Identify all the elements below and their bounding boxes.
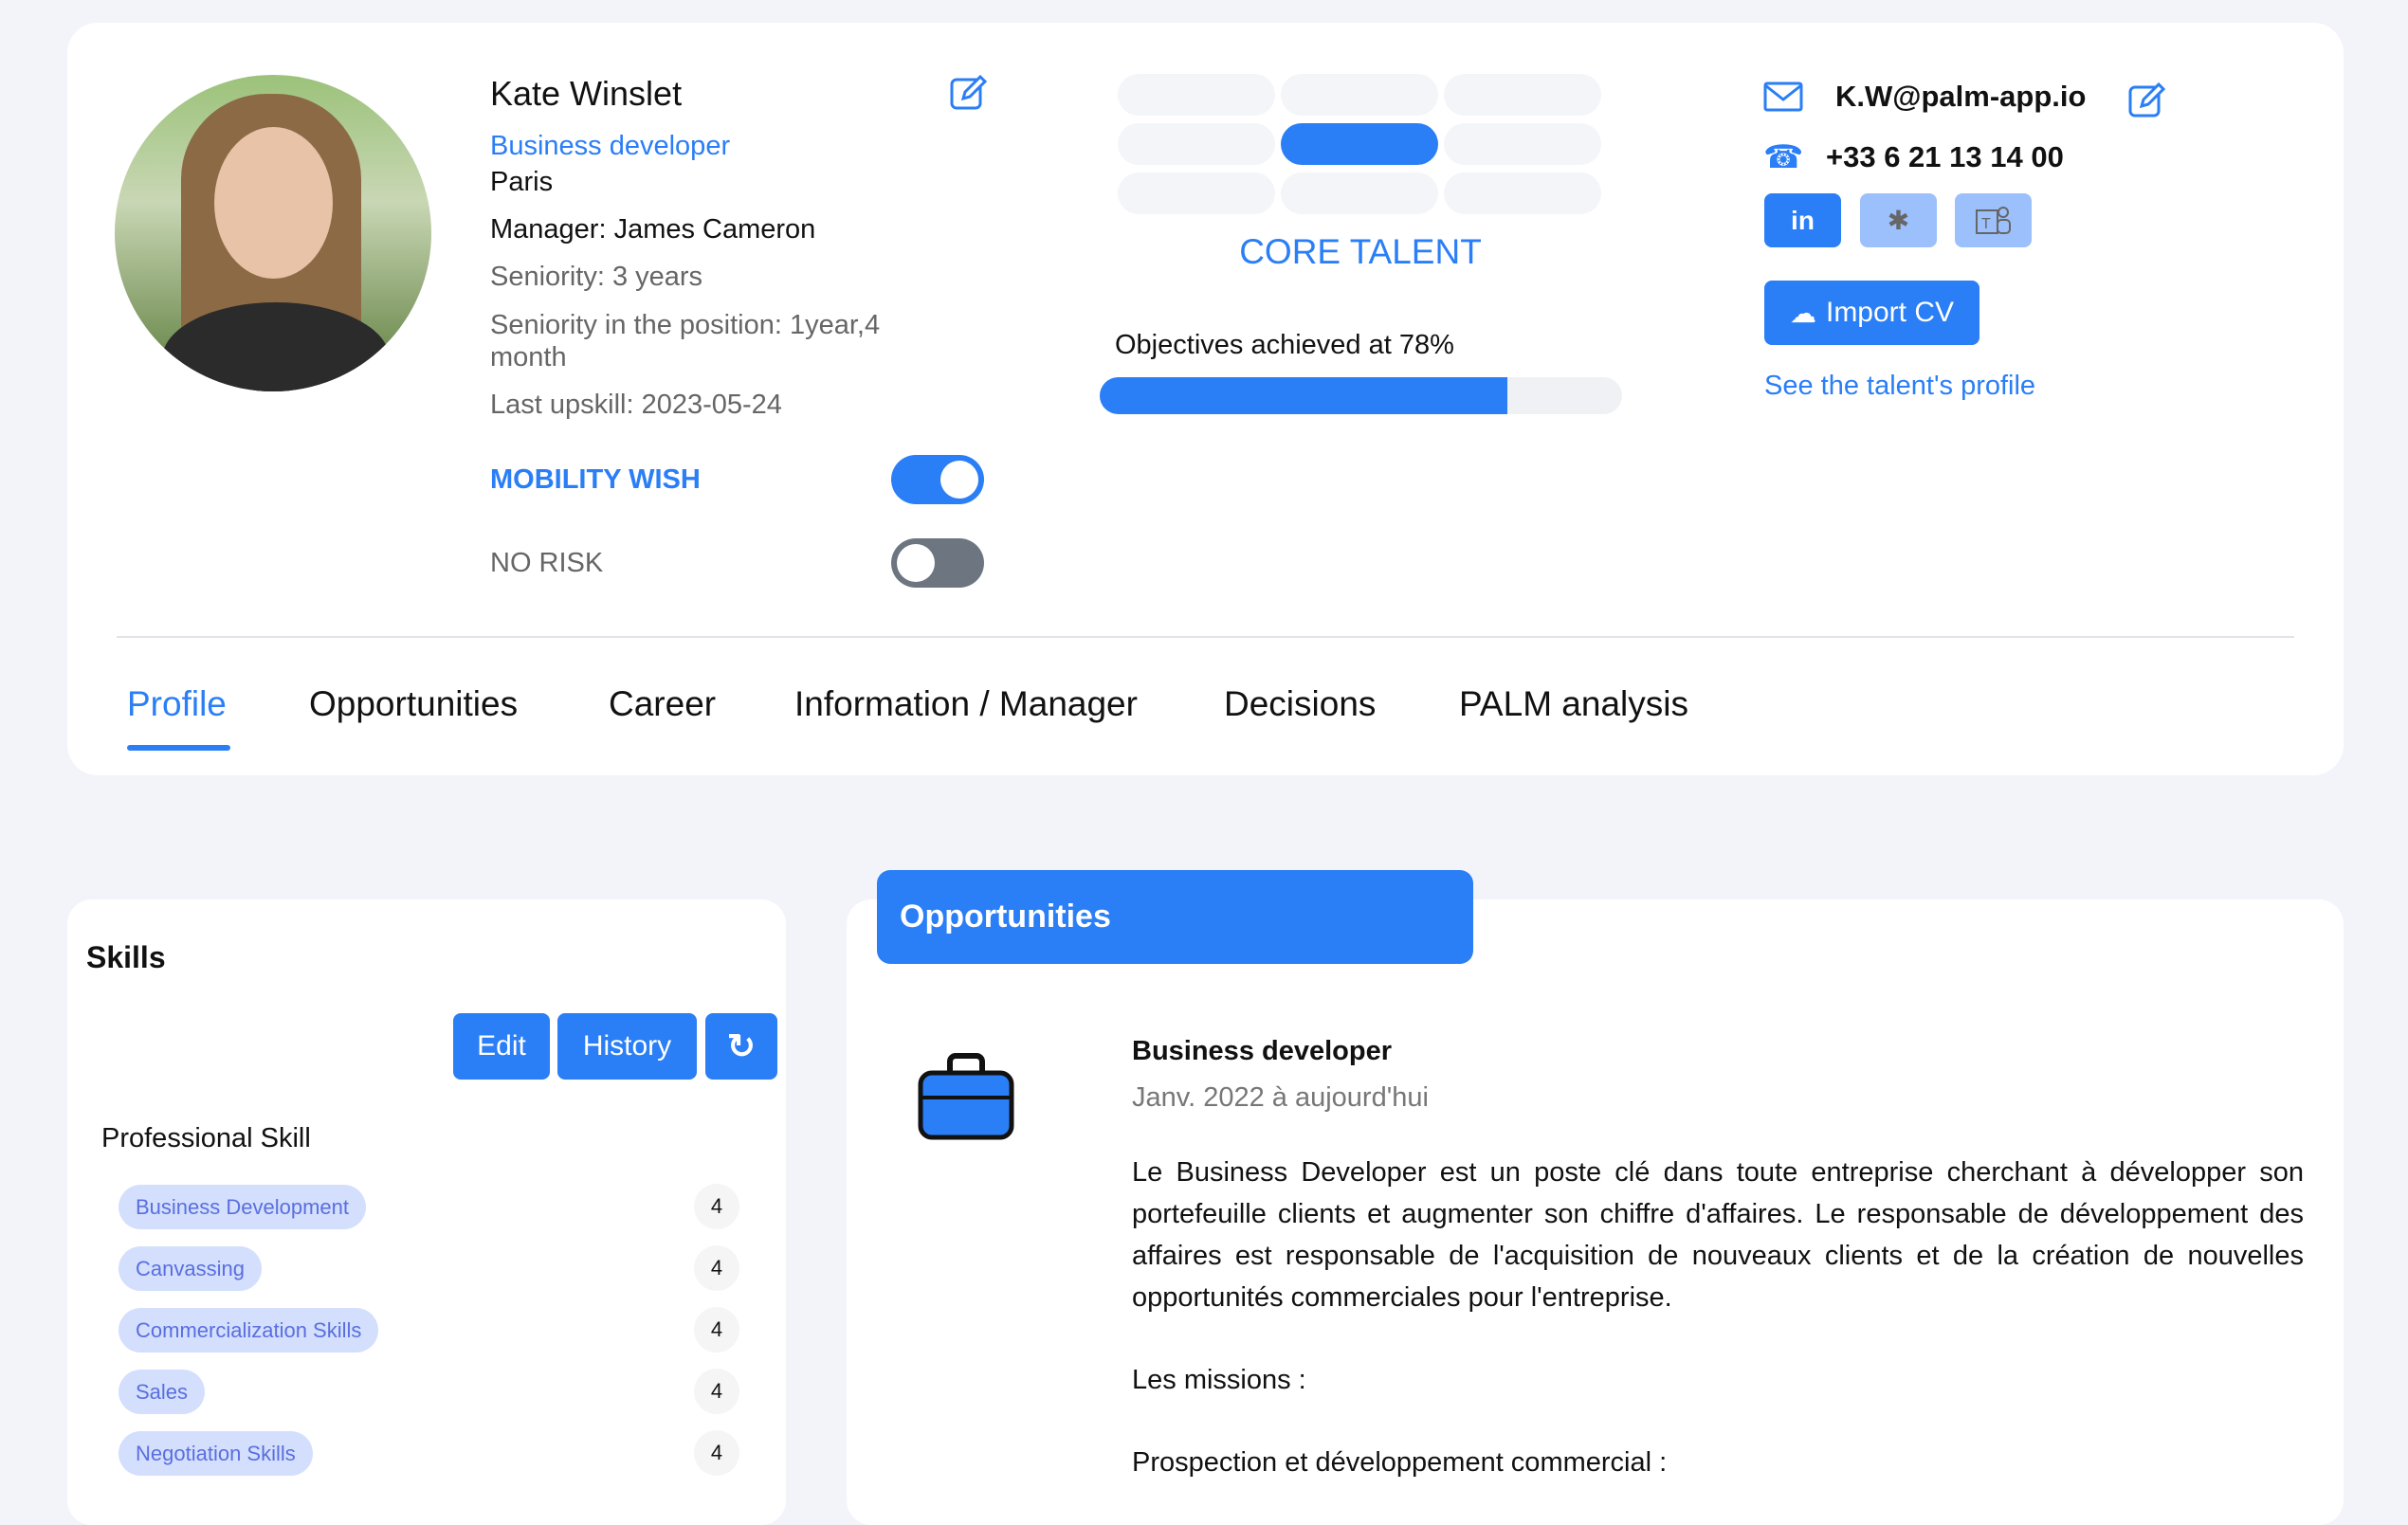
skills-title: Skills bbox=[86, 940, 166, 974]
mobility-wish-toggle[interactable] bbox=[891, 455, 984, 504]
talent-seniority: Seniority: 3 years bbox=[490, 262, 703, 292]
import-cv-button[interactable]: ☁ Import CV bbox=[1764, 281, 1979, 345]
skill-level: 4 bbox=[694, 1369, 739, 1414]
mobility-wish-label: MOBILITY WISH bbox=[490, 464, 701, 495]
tab-career[interactable]: Career bbox=[609, 684, 717, 723]
edit-contact-icon[interactable] bbox=[2128, 82, 2166, 122]
job-description: Le Business Developer est un poste clé d… bbox=[1132, 1157, 2304, 1313]
skill-level: 4 bbox=[694, 1184, 739, 1229]
no-risk-label: NO RISK bbox=[490, 548, 604, 578]
opportunities-header: Opportunities bbox=[877, 870, 1473, 964]
professional-skill-heading: Professional Skill bbox=[101, 1123, 311, 1153]
divider bbox=[117, 636, 2294, 638]
refresh-icon: ↻ bbox=[726, 1026, 757, 1065]
prospection-heading: Prospection et développement commercial … bbox=[1132, 1447, 1668, 1478]
talent-manager: Manager: James Cameron bbox=[490, 214, 816, 245]
skill-level: 4 bbox=[694, 1307, 739, 1353]
tab-opportunities[interactable]: Opportunities bbox=[309, 684, 519, 723]
slack-icon: ✱ bbox=[1887, 206, 1910, 235]
svg-text:T: T bbox=[1981, 216, 1991, 232]
tab-decisions[interactable]: Decisions bbox=[1224, 684, 1377, 723]
teams-icon: T bbox=[1975, 206, 2011, 234]
talent-seniority-position: Seniority in the position: 1year,4 month bbox=[490, 310, 881, 372]
talent-city: Paris bbox=[490, 167, 554, 197]
talent-last-upskill: Last upskill: 2023-05-24 bbox=[490, 390, 782, 420]
avatar bbox=[115, 75, 431, 391]
tab-palm-analysis[interactable]: PALM analysis bbox=[1459, 684, 1688, 723]
tab-information-manager[interactable]: Information / Manager bbox=[794, 684, 1138, 723]
skill-chip: Negotiation Skills bbox=[119, 1431, 313, 1476]
cloud-download-icon: ☁ bbox=[1789, 298, 1816, 328]
skill-chip: Commercialization Skills bbox=[119, 1308, 379, 1353]
briefcase-icon bbox=[918, 1052, 1014, 1146]
refresh-skills-button[interactable]: ↻ bbox=[705, 1013, 777, 1080]
phone-icon: ☎ bbox=[1763, 139, 1804, 175]
edit-skills-button[interactable]: Edit bbox=[453, 1013, 550, 1080]
email-icon bbox=[1763, 82, 1803, 117]
objectives-progress-bar bbox=[1100, 377, 1622, 414]
skill-level: 4 bbox=[694, 1245, 739, 1291]
matrix-cell-selected bbox=[1281, 123, 1438, 165]
objectives-text: Objectives achieved at 78% bbox=[1115, 330, 1454, 360]
skills-history-button[interactable]: History bbox=[557, 1013, 697, 1080]
skill-level: 4 bbox=[694, 1430, 739, 1476]
edit-profile-icon[interactable] bbox=[950, 74, 988, 110]
no-risk-toggle[interactable] bbox=[891, 538, 984, 588]
linkedin-button[interactable]: in bbox=[1764, 193, 1841, 247]
see-talent-profile-link[interactable]: See the talent's profile bbox=[1764, 371, 2036, 401]
skill-chip: Canvassing bbox=[119, 1246, 262, 1291]
talent-category: CORE TALENT bbox=[1239, 232, 1482, 271]
skill-chip: Sales bbox=[119, 1370, 206, 1414]
job-title: Business developer bbox=[1132, 1036, 1392, 1066]
slack-button[interactable]: ✱ bbox=[1860, 193, 1937, 247]
phone[interactable]: +33 6 21 13 14 00 bbox=[1826, 140, 2064, 173]
missions-heading: Les missions : bbox=[1132, 1365, 1306, 1395]
objectives-progress-fill bbox=[1100, 377, 1507, 414]
opportunities-card bbox=[847, 899, 2344, 1525]
skill-chip: Business Development bbox=[119, 1185, 367, 1229]
active-tab-underline bbox=[127, 745, 230, 751]
email[interactable]: K.W@palm-app.io bbox=[1835, 80, 2087, 113]
talent-name: Kate Winslet bbox=[490, 74, 683, 113]
talent-role[interactable]: Business developer bbox=[490, 131, 731, 161]
teams-button[interactable]: T bbox=[1955, 193, 2032, 247]
tab-profile[interactable]: Profile bbox=[127, 684, 227, 723]
job-period: Janv. 2022 à aujourd'hui bbox=[1132, 1082, 1429, 1113]
